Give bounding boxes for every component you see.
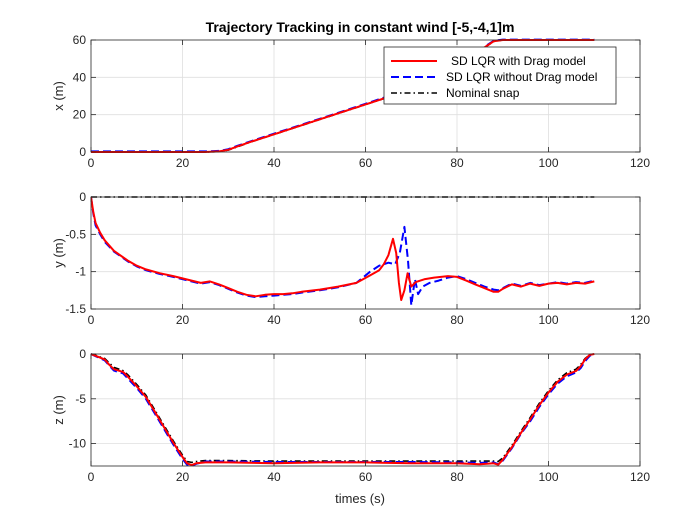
series-line-dashdot bbox=[91, 353, 595, 464]
x-tick-label: 100 bbox=[538, 156, 558, 170]
x-tick-label: 20 bbox=[176, 470, 190, 484]
x-tick-label: 120 bbox=[630, 470, 650, 484]
x-tick-label: 120 bbox=[630, 156, 650, 170]
y-tick-label: 40 bbox=[73, 70, 87, 84]
y-tick-label: -1.5 bbox=[65, 302, 86, 316]
subplot-3: 0 20 40 60 80 100 120 -10 -5 0 z (m) bbox=[51, 347, 650, 484]
x-tick-label: 0 bbox=[88, 470, 95, 484]
legend-label-nominal: Nominal snap bbox=[446, 86, 520, 100]
x-tick-label: 20 bbox=[176, 156, 190, 170]
x-tick-label: 100 bbox=[538, 313, 558, 327]
y-tick-label: -5 bbox=[75, 392, 86, 406]
y-tick-label: 0 bbox=[79, 145, 86, 159]
y-tick-label: 60 bbox=[73, 33, 87, 47]
x-tick-label: 60 bbox=[359, 470, 373, 484]
y-tick-label: -10 bbox=[69, 437, 87, 451]
y-tick-label: 0 bbox=[79, 190, 86, 204]
y-tick-label: 0 bbox=[79, 347, 86, 361]
x-tick-label: 120 bbox=[630, 313, 650, 327]
x-tick-label: 40 bbox=[267, 470, 281, 484]
legend-label-nodrag: SD LQR without Drag model bbox=[446, 70, 597, 84]
series-line-solid bbox=[91, 196, 595, 301]
x-tick-label: 80 bbox=[450, 156, 464, 170]
legend: SD LQR with Drag model SD LQR without Dr… bbox=[383, 46, 617, 105]
legend-label-drag: SD LQR with Drag model bbox=[451, 54, 586, 68]
x-tick-label: 40 bbox=[267, 156, 281, 170]
x-tick-label: 60 bbox=[359, 156, 373, 170]
x-tick-label: 80 bbox=[450, 313, 464, 327]
y-tick-label: -1 bbox=[75, 265, 86, 279]
figure-title: Trajectory Tracking in constant wind [-5… bbox=[206, 19, 515, 35]
x-axis-label: times (s) bbox=[335, 491, 385, 506]
y-axis-label: z (m) bbox=[51, 395, 66, 425]
series-group bbox=[91, 353, 595, 467]
y-tick-label: -0.5 bbox=[65, 227, 86, 241]
x-tick-label: 40 bbox=[267, 313, 281, 327]
x-tick-label: 0 bbox=[88, 313, 95, 327]
x-tick-label: 0 bbox=[88, 156, 95, 170]
y-axis-label: x (m) bbox=[51, 81, 66, 111]
x-tick-label: 20 bbox=[176, 313, 190, 327]
series-line-dashed bbox=[91, 353, 595, 467]
x-tick-label: 100 bbox=[538, 470, 558, 484]
x-tick-label: 80 bbox=[450, 470, 464, 484]
subplot-2: 0 20 40 60 80 100 120 -1.5 -1 -0.5 0 y (m) bbox=[51, 190, 650, 327]
y-tick-label: 20 bbox=[73, 108, 87, 122]
series-line-solid bbox=[91, 353, 595, 467]
x-tick-label: 60 bbox=[359, 313, 373, 327]
y-axis-label: y (m) bbox=[51, 238, 66, 268]
legend-box bbox=[383, 46, 617, 105]
